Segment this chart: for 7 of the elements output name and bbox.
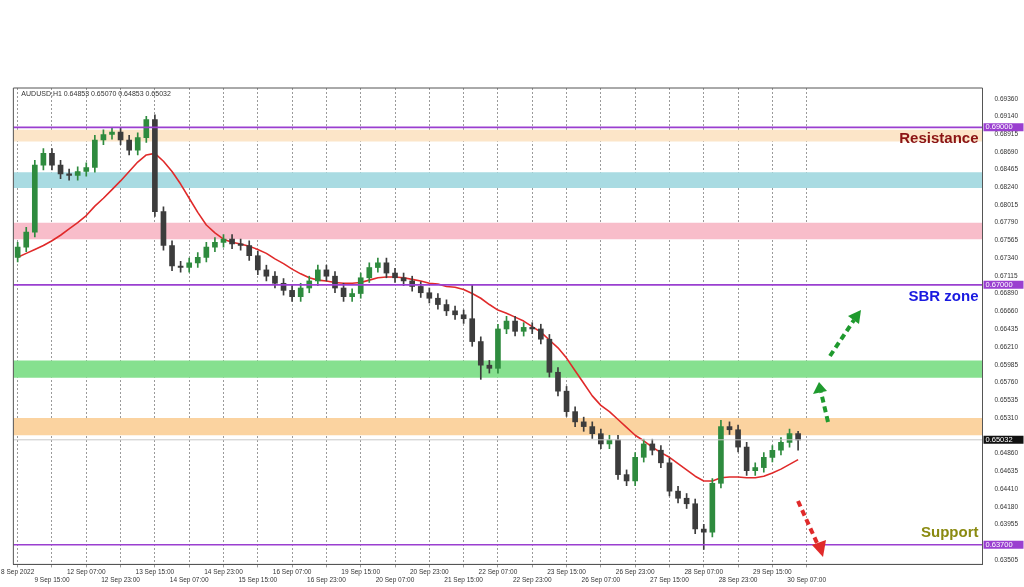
candlestick bbox=[752, 462, 759, 476]
candlestick bbox=[349, 288, 355, 302]
annotation: Resistance bbox=[899, 129, 979, 147]
annotation: Support bbox=[921, 523, 979, 541]
annotation: SBR zone bbox=[908, 286, 979, 304]
candlestick bbox=[529, 322, 536, 335]
candlestick bbox=[66, 168, 72, 181]
